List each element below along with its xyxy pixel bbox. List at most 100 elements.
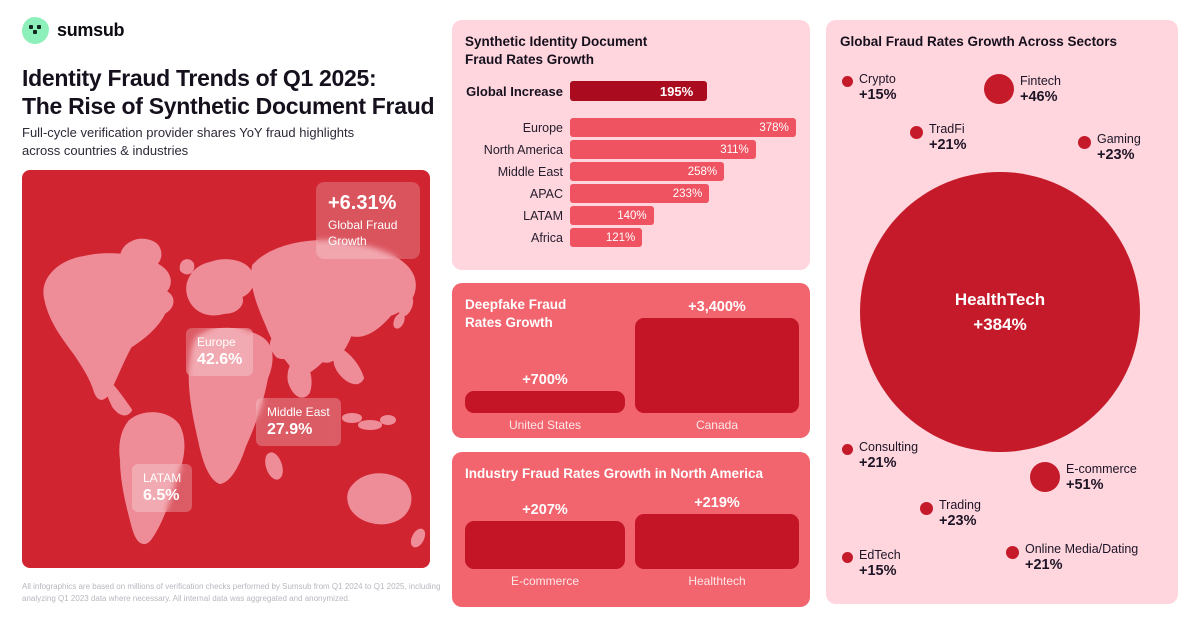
bubble-ecommerce: E-commerce +51% — [1030, 462, 1137, 493]
bubble-dot — [842, 76, 853, 87]
global-increase-value: 195% — [659, 83, 694, 99]
bubble-consulting: Consulting +21% — [842, 440, 918, 471]
bubble-label: Consulting — [859, 440, 919, 454]
deepfake-canada-value: +3,400% — [688, 299, 746, 315]
bar-value: 121% — [605, 231, 636, 244]
deepfake-us-bar — [465, 391, 625, 413]
bubble-value: +21% — [1025, 557, 1063, 573]
bubble-value: +384% — [973, 314, 1027, 334]
bubble-edtech: EdTech +15% — [842, 548, 901, 579]
sumsub-logo-icon — [22, 17, 49, 44]
bar-value: 233% — [672, 187, 703, 200]
region-value: 6.5% — [143, 487, 180, 504]
deepfake-title-line2: Rates Growth — [465, 315, 553, 331]
bubble-label: TradFi — [929, 122, 965, 136]
badge-value: +6.31% — [328, 192, 397, 214]
bar-track: 311% — [570, 140, 800, 159]
bubble-gaming: Gaming +23% — [1078, 132, 1141, 163]
bar-track: 121% — [570, 228, 800, 247]
bar-latam: 140% — [570, 206, 654, 225]
bar-label: North America — [483, 142, 563, 157]
synthetic-title-line2: Fraud Rates Growth — [465, 52, 595, 68]
bar-value: 258% — [687, 165, 718, 178]
deepfake-us-label: United States — [508, 418, 582, 432]
bubble-fintech: Fintech +46% — [984, 74, 1061, 105]
bar-track: 195% — [570, 81, 800, 101]
bubble-dot — [984, 74, 1014, 104]
bar-label: Middle East — [497, 164, 563, 179]
bar-row-africa: Africa 121% — [452, 228, 800, 247]
industry-healthtech-bar — [635, 514, 799, 569]
bubble-value: +15% — [859, 87, 897, 103]
industry-healthtech: +219% Healthtech — [635, 495, 799, 588]
industry-healthtech-label: Healthtech — [688, 574, 746, 588]
bar-europe: 378% — [570, 118, 796, 137]
bar-north-america: 311% — [570, 140, 756, 159]
bubble-dot — [1006, 546, 1019, 559]
map-region-middle-east: Middle East 27.9% — [256, 398, 341, 446]
bar-value: 378% — [759, 121, 789, 134]
page-title-line1: Identity Fraud Trends of Q1 2025: — [22, 65, 377, 91]
bubble-label: EdTech — [859, 548, 901, 562]
bar-track: 258% — [570, 162, 800, 181]
bubble-crypto: Crypto +15% — [842, 72, 897, 103]
page-title-line2: The Rise of Synthetic Document Fraud — [22, 93, 435, 119]
deepfake-canada-label: Canada — [695, 418, 739, 432]
page-subtitle-line2: across countries & industries — [22, 143, 189, 159]
deepfake-united-states: +700% United States — [465, 372, 625, 432]
industry-ecommerce-value: +207% — [522, 502, 568, 518]
page-title: Identity Fraud Trends of Q1 2025: The Ri… — [22, 64, 435, 120]
region-bars: Europe 378% North America 311% Middle Ea… — [452, 118, 800, 250]
bubble-value: +15% — [859, 563, 897, 579]
global-increase-bar: 195% — [570, 81, 708, 101]
synthetic-panel-title: Synthetic Identity Document Fraud Rates … — [465, 33, 647, 69]
sectors-panel: Global Fraud Rates Growth Across Sectors… — [826, 20, 1178, 604]
region-value: 27.9% — [267, 421, 313, 438]
bubble-label: HealthTech — [954, 289, 1046, 309]
bar-row-apac: APAC 233% — [452, 184, 800, 203]
bar-track: 378% — [570, 118, 800, 137]
bubble-dot — [842, 552, 853, 563]
deepfake-canada-bar — [635, 318, 799, 413]
bubble-value: +21% — [929, 137, 967, 153]
bar-track: 233% — [570, 184, 800, 203]
industry-healthtech-value: +219% — [694, 495, 740, 511]
bubble-dot — [1030, 462, 1060, 492]
bubble-label: Online Media/Dating — [1025, 542, 1139, 556]
deepfake-title-line1: Deepfake Fraud — [465, 297, 567, 312]
brand: sumsub — [22, 17, 125, 44]
bubble-value: +46% — [1020, 89, 1058, 105]
industry-panel: Industry Fraud Rates Growth in North Ame… — [452, 452, 810, 607]
bar-row-latam: LATAM 140% — [452, 206, 800, 225]
bar-africa: 121% — [570, 228, 643, 247]
bubble-dot — [1078, 136, 1091, 149]
bubble-value: +23% — [939, 513, 977, 529]
brand-wordmark: sumsub — [57, 20, 125, 40]
world-map-panel: +6.31% Global Fraud Growth Europe 42.6% … — [22, 170, 430, 568]
bubble-value: +21% — [859, 455, 897, 471]
footnote: All infographics are based on millions o… — [22, 582, 441, 603]
logo-glyph — [29, 25, 41, 34]
region-name: LATAM — [143, 471, 182, 485]
industry-ecommerce: +207% E-commerce — [465, 502, 625, 588]
bar-label: Africa — [531, 230, 563, 245]
synthetic-title-line1: Synthetic Identity Document — [465, 34, 648, 49]
bubble-trading: Trading +23% — [920, 498, 981, 529]
industry-panel-title: Industry Fraud Rates Growth in North Ame… — [465, 466, 764, 481]
bubble-dot — [910, 126, 923, 139]
bar-track: 140% — [570, 206, 800, 225]
bubble-label: Trading — [939, 498, 981, 512]
global-increase-label: Global Increase — [466, 83, 563, 99]
global-increase-row: Global Increase 195% — [452, 81, 800, 101]
bubble-label: Fintech — [1020, 74, 1061, 88]
bubble-value: +51% — [1066, 477, 1104, 493]
deepfake-panel-title: Deepfake Fraud Rates Growth — [465, 296, 566, 332]
region-name: Middle East — [267, 405, 330, 419]
bubble-tradfi: TradFi +21% — [910, 122, 967, 153]
badge-label: Global Fraud Growth — [328, 218, 398, 248]
page-subtitle-line1: Full-cycle verification provider shares … — [22, 125, 355, 140]
page-subtitle: Full-cycle verification provider shares … — [22, 124, 354, 160]
bubble-dot — [920, 502, 933, 515]
bar-middle-east: 258% — [570, 162, 725, 181]
